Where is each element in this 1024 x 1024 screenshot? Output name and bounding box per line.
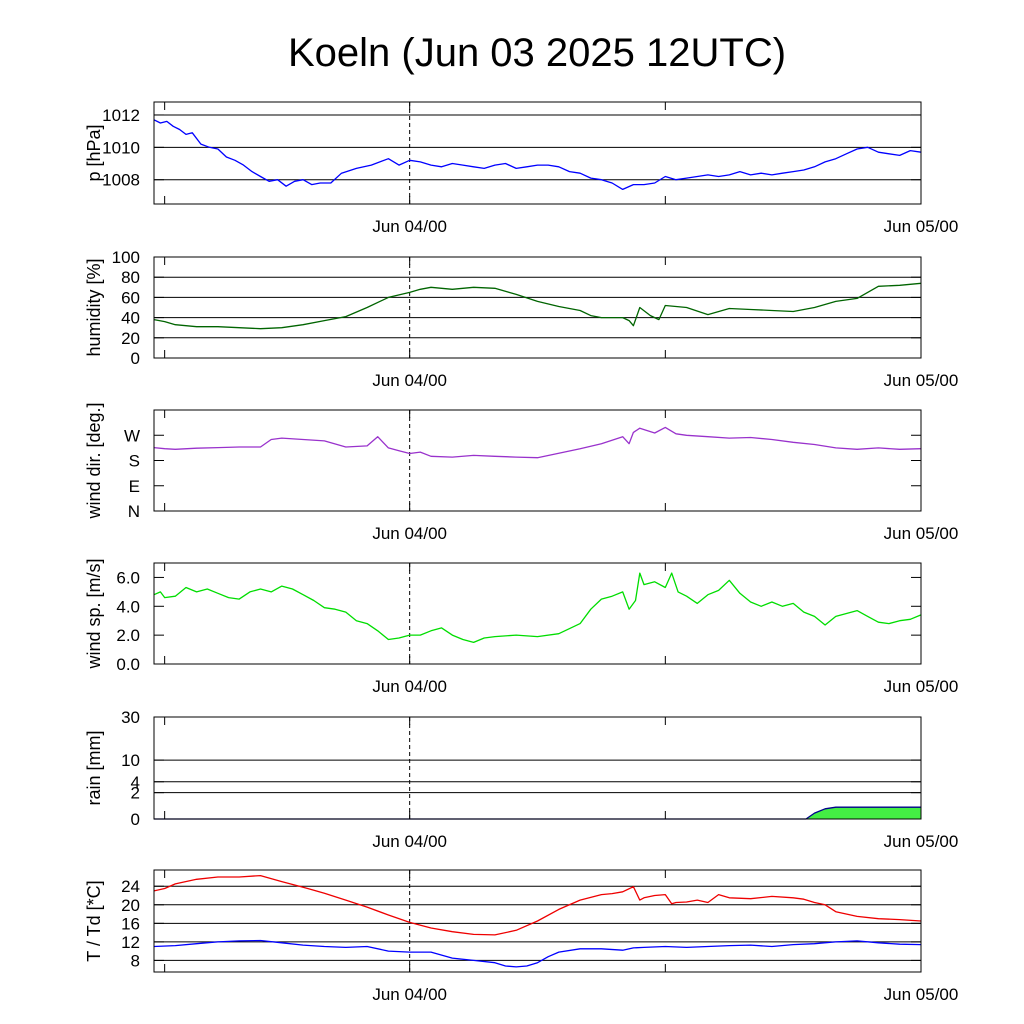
x-tick-label: Jun 05/00 bbox=[884, 985, 959, 1004]
x-tick-label: Jun 05/00 bbox=[884, 217, 959, 236]
series-line-rain-0 bbox=[154, 806, 921, 820]
y-tick-label: 2.0 bbox=[116, 626, 140, 645]
y-tick-label: 0 bbox=[131, 349, 140, 368]
y-axis-label: p [hPa] bbox=[84, 124, 104, 181]
x-tick-label: Jun 05/00 bbox=[884, 832, 959, 851]
y-tick-label: 10 bbox=[121, 751, 140, 770]
x-tick-label: Jun 04/00 bbox=[372, 832, 447, 851]
x-tick-label: Jun 05/00 bbox=[884, 677, 959, 696]
y-tick-label: 4.0 bbox=[116, 597, 140, 616]
series-line-temperature-1 bbox=[153, 939, 922, 968]
y-tick-label: 80 bbox=[121, 268, 140, 287]
y-tick-label: 12 bbox=[121, 933, 140, 952]
y-axis-label: humidity [%] bbox=[84, 258, 104, 356]
y-tick-label: 4 bbox=[131, 773, 140, 792]
x-tick-label: Jun 05/00 bbox=[884, 524, 959, 543]
y-tick-label: N bbox=[128, 502, 140, 521]
x-tick-label: Jun 04/00 bbox=[372, 217, 447, 236]
panel-rain: 0 24 10 30 Jun 04/00 Jun 05/00 rain [mm] bbox=[84, 708, 958, 851]
y-axis-label: T / Td [*C] bbox=[84, 880, 104, 961]
y-tick-label: 1010 bbox=[102, 138, 140, 157]
y-tick-label: 40 bbox=[121, 309, 140, 328]
series-line-temperature-0 bbox=[153, 874, 922, 936]
series-line-humidity-0 bbox=[153, 282, 922, 330]
y-tick-label: 2 bbox=[131, 784, 140, 803]
y-axis-label: rain [mm] bbox=[84, 730, 104, 805]
y-tick-label: 0 bbox=[131, 810, 140, 829]
y-tick-label: 6.0 bbox=[116, 568, 140, 587]
series-line-pressure-0 bbox=[153, 119, 922, 191]
panel-frame bbox=[153, 562, 922, 665]
x-tick-label: Jun 04/00 bbox=[372, 677, 447, 696]
y-tick-label: 0.0 bbox=[116, 655, 140, 674]
y-tick-label: 1012 bbox=[102, 106, 140, 125]
y-tick-label: 30 bbox=[121, 708, 140, 727]
y-tick-label: E bbox=[129, 477, 140, 496]
panel-pressure: 1008 1010 1012 Jun 04/00 Jun 05/00 p [hPa] bbox=[84, 101, 959, 236]
series-line-wind_speed-0 bbox=[153, 572, 922, 644]
x-tick-label: Jun 05/00 bbox=[884, 371, 959, 390]
series-line-wind_dir-0 bbox=[153, 426, 922, 459]
panel-frame bbox=[153, 869, 922, 973]
panel-frame bbox=[153, 256, 922, 359]
panel-frame bbox=[153, 409, 922, 512]
y-tick-label: S bbox=[129, 452, 140, 471]
panel-frame bbox=[153, 716, 922, 820]
chart-title: Koeln (Jun 03 2025 12UTC) bbox=[288, 31, 786, 75]
x-tick-label: Jun 04/00 bbox=[372, 371, 447, 390]
y-tick-label: 8 bbox=[131, 951, 140, 970]
x-tick-label: Jun 04/00 bbox=[372, 985, 447, 1004]
y-tick-label: 60 bbox=[121, 288, 140, 307]
y-tick-label: W bbox=[124, 426, 140, 445]
x-tick-label: Jun 04/00 bbox=[372, 524, 447, 543]
panel-wind_speed: 0.0 2.0 4.0 6.0 Jun 04/00 Jun 05/00 wind sp. [… bbox=[84, 558, 958, 696]
panel-frame bbox=[153, 101, 922, 205]
y-axis-label: wind dir. [deg.] bbox=[84, 402, 104, 519]
series-area-rain bbox=[154, 807, 921, 819]
y-tick-label: 1008 bbox=[102, 171, 140, 190]
y-tick-label: 20 bbox=[121, 896, 140, 915]
y-tick-label: 20 bbox=[121, 329, 140, 348]
y-tick-label: 100 bbox=[112, 248, 140, 267]
y-axis-label: wind sp. [m/s] bbox=[84, 558, 104, 669]
y-tick-label: 16 bbox=[121, 914, 140, 933]
y-tick-label: 24 bbox=[121, 877, 140, 896]
